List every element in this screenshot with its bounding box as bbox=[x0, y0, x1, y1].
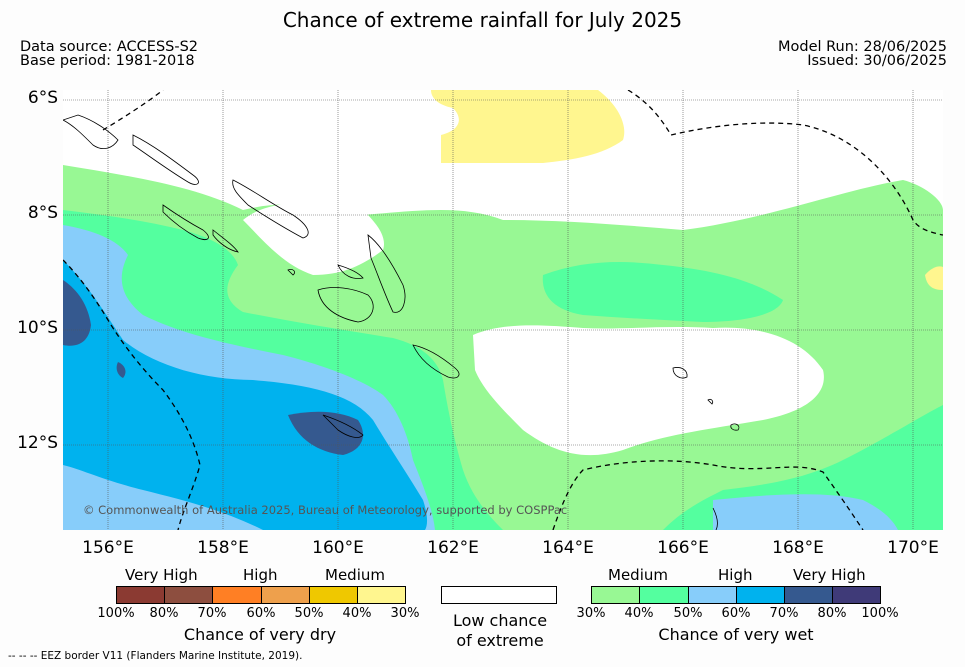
wet-tick-30: 30% bbox=[576, 606, 606, 621]
dry-category-very-high: Very High bbox=[125, 566, 198, 584]
dry-category-medium: Medium bbox=[325, 566, 385, 584]
rainfall-map: © Commonwealth of Australia 2025, Bureau… bbox=[63, 90, 943, 530]
low-chance-caption-1: Low chance bbox=[452, 611, 548, 630]
wet-swatch-1 bbox=[591, 586, 640, 604]
wet-swatch-4 bbox=[736, 586, 785, 604]
map-title: Chance of extreme rainfall for July 2025 bbox=[282, 8, 683, 32]
lat-label-6s: 6°S bbox=[27, 88, 58, 108]
dry-swatch-2 bbox=[164, 586, 213, 604]
lon-label-166e: 166°E bbox=[657, 538, 709, 558]
wet-category-high: High bbox=[718, 566, 753, 584]
lon-label-170e: 170°E bbox=[887, 538, 939, 558]
dry-category-high: High bbox=[243, 566, 278, 584]
dry-swatch-4 bbox=[261, 586, 310, 604]
dry-tick-70: 70% bbox=[197, 606, 227, 621]
dry-swatch-1 bbox=[116, 586, 165, 604]
low-chance-caption-2: of extreme bbox=[456, 631, 544, 650]
lat-label-10s: 10°S bbox=[17, 318, 58, 338]
wet-tick-80: 80% bbox=[817, 606, 847, 621]
dry-tick-80: 80% bbox=[149, 606, 179, 621]
dry-tick-30: 30% bbox=[390, 606, 420, 621]
wet-category-medium: Medium bbox=[608, 566, 668, 584]
wet-category-very-high: Very High bbox=[793, 566, 866, 584]
lon-label-158e: 158°E bbox=[197, 538, 249, 558]
wet-tick-40: 40% bbox=[624, 606, 654, 621]
eez-footer-note: -- -- -- EEZ border V11 (Flanders Marine… bbox=[8, 650, 303, 662]
issued-date-text: Issued: 30/06/2025 bbox=[807, 53, 947, 69]
dry-tick-100: 100% bbox=[97, 606, 135, 621]
lon-label-162e: 162°E bbox=[427, 538, 479, 558]
wet-swatch-2 bbox=[639, 586, 689, 604]
wet-swatch-6 bbox=[832, 586, 881, 604]
model-run-text: Model Run: 28/06/2025 bbox=[777, 39, 947, 55]
lat-label-12s: 12°S bbox=[17, 433, 58, 453]
region-low-chance-1 bbox=[243, 202, 384, 275]
copyright-text: © Commonwealth of Australia 2025, Bureau… bbox=[83, 503, 567, 517]
dry-swatch-6 bbox=[357, 586, 406, 604]
region-high-wet-3 bbox=[63, 260, 428, 530]
dry-swatch-5 bbox=[309, 586, 358, 604]
dry-swatch-3 bbox=[212, 586, 262, 604]
region-very-high-wet-3 bbox=[116, 362, 126, 378]
coastlines bbox=[63, 114, 740, 530]
wet-swatch-3 bbox=[688, 586, 737, 604]
lon-label-168e: 168°E bbox=[772, 538, 824, 558]
dry-tick-60: 60% bbox=[246, 606, 276, 621]
data-source-text: Data source: ACCESS-S2 bbox=[20, 39, 199, 55]
wet-tick-70: 70% bbox=[769, 606, 799, 621]
wet-swatch-5 bbox=[784, 586, 833, 604]
region-medium-dry-2 bbox=[925, 266, 943, 290]
dry-tick-50: 50% bbox=[294, 606, 324, 621]
region-very-high-wet-1 bbox=[63, 280, 91, 346]
region-very-high-wet-2 bbox=[288, 411, 363, 455]
wet-tick-100: 100% bbox=[861, 606, 899, 621]
low-chance-swatch bbox=[441, 586, 557, 604]
wet-tick-50: 50% bbox=[673, 606, 703, 621]
lon-label-160e: 160°E bbox=[312, 538, 364, 558]
region-high-wet-2 bbox=[713, 494, 898, 530]
eez-border bbox=[63, 90, 943, 530]
region-low-chance-2 bbox=[473, 325, 824, 456]
lat-label-8s: 8°S bbox=[27, 203, 58, 223]
wet-caption: Chance of very wet bbox=[658, 625, 814, 644]
region-medium-dry-1 bbox=[431, 90, 625, 163]
wet-tick-60: 60% bbox=[721, 606, 751, 621]
region-medium-wet-3 bbox=[542, 262, 783, 322]
dry-tick-40: 40% bbox=[342, 606, 372, 621]
lon-label-156e: 156°E bbox=[82, 538, 134, 558]
lon-label-164e: 164°E bbox=[542, 538, 594, 558]
dry-caption: Chance of very dry bbox=[183, 625, 337, 644]
base-period-text: Base period: 1981-2018 bbox=[20, 53, 195, 69]
